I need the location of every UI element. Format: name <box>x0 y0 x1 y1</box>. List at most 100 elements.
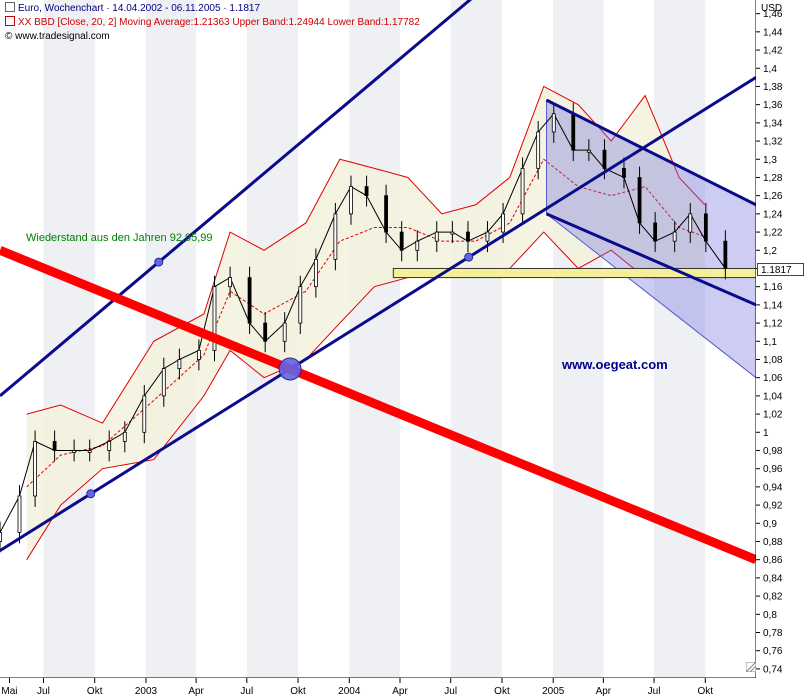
y-tick-label: 0,82 <box>763 592 783 603</box>
y-tick-label: 1,14 <box>763 300 783 311</box>
candle-body <box>247 277 252 324</box>
indicator-legend: XX BBD [Close, 20, 2] Moving Average:1.2… <box>5 16 420 28</box>
y-tick-label: 0,98 <box>763 446 783 457</box>
candle-body <box>653 222 658 242</box>
candle-body <box>282 322 287 342</box>
y-tick-label: 0,74 <box>763 664 783 675</box>
x-axis: Mai Jul Okt 2003 Apr Jul Okt 2004 Apr Jul Okt 2005 A… <box>1 678 713 697</box>
y-tick-label: 1,46 <box>763 9 783 20</box>
candle-body <box>384 195 388 233</box>
legend-box-icon <box>5 2 15 12</box>
x-tick-label: Apr <box>596 686 612 697</box>
candle-body <box>33 440 37 497</box>
candle-body <box>0 531 2 542</box>
candle-body <box>501 213 505 233</box>
y-tick-label: 1,3 <box>763 155 777 166</box>
x-tick-label: Okt <box>87 686 103 697</box>
y-tick-label: 1,38 <box>763 82 783 93</box>
candle-body <box>637 177 642 224</box>
candle-body <box>434 231 439 242</box>
x-tick-label: Jul <box>37 686 50 697</box>
candle-body <box>87 450 92 453</box>
y-tick-label: 1,22 <box>763 228 783 239</box>
x-tick-label: Jul <box>648 686 661 697</box>
candle-body <box>72 450 76 453</box>
resistance-line <box>0 246 756 564</box>
y-tick-label: 0,9 <box>763 519 777 530</box>
candle-body <box>399 231 404 251</box>
y-tick-label: 1,42 <box>763 46 783 57</box>
touch-point-marker <box>154 257 164 267</box>
bollinger-upper-band <box>26 85 706 424</box>
touch-point-marker <box>86 489 96 499</box>
down-channel-lower-line <box>545 212 756 307</box>
y-tick-label: 0,78 <box>763 628 783 639</box>
trend-lines <box>0 0 756 678</box>
y-tick-label: 1,04 <box>763 391 783 402</box>
candle-body <box>466 231 470 242</box>
down-channel-upper-line <box>545 98 756 207</box>
x-tick-label: 2003 <box>135 686 158 697</box>
candle-body <box>622 167 626 178</box>
candle-body <box>536 131 541 169</box>
touch-point-marker <box>464 252 474 262</box>
y-tick-label: 1,08 <box>763 355 783 366</box>
candle-body <box>551 113 556 133</box>
bollinger-fill <box>26 86 705 560</box>
current-price-badge: 1.1817 <box>757 263 804 276</box>
y-tick-label: 1,44 <box>763 27 783 38</box>
quarter-band <box>450 0 502 678</box>
y-tick-label: 0,96 <box>763 464 783 475</box>
x-tick-label: 2005 <box>542 686 565 697</box>
candle-body <box>142 395 147 433</box>
legend-box-icon <box>5 16 15 26</box>
y-tick-label: 1,12 <box>763 319 783 330</box>
source-credit: © www.tradesignal.com <box>5 31 110 42</box>
x-tick-label: Apr <box>188 686 204 697</box>
candle-body <box>723 240 728 269</box>
candle-body <box>485 231 490 242</box>
y-tick-label: 1 <box>763 428 769 439</box>
y-tick-label: 0,88 <box>763 537 783 548</box>
y-tick-label: 1,1 <box>763 337 777 348</box>
support-zone-box <box>392 267 756 279</box>
y-tick-label: 1,34 <box>763 118 783 129</box>
candle-body <box>161 368 166 397</box>
x-tick-label: Okt <box>698 686 714 697</box>
y-tick-label: 0,8 <box>763 610 777 621</box>
candle-body <box>263 322 268 342</box>
channel-upper-line <box>0 0 473 398</box>
quarter-band <box>654 0 706 678</box>
candle-body <box>52 440 57 451</box>
x-tick-label: Apr <box>392 686 408 697</box>
y-tick-label: 1,24 <box>763 209 783 220</box>
candle-body <box>450 231 455 235</box>
candle-body <box>196 349 201 360</box>
y-tick-label: 1,4 <box>763 64 777 75</box>
candle-body <box>364 186 369 197</box>
resize-grip-icon[interactable] <box>746 662 756 672</box>
y-tick-label: 0,86 <box>763 555 783 566</box>
candle-body <box>672 231 677 242</box>
y-tick-label: 1,26 <box>763 191 783 202</box>
candle-body <box>122 431 127 442</box>
candle-body <box>298 286 303 324</box>
intersection-marker <box>278 357 302 381</box>
x-tick-label: 2004 <box>338 686 361 697</box>
candle-body <box>571 113 576 151</box>
candle-body <box>212 286 217 351</box>
candle-body <box>107 440 112 451</box>
y-tick-label: 0,84 <box>763 573 783 584</box>
x-tick-label: Okt <box>290 686 306 697</box>
y-axis: 0,74 0,76 0,78 0,8 0,82 0,84 0,86 0,88 0,9 0,92 0,… <box>756 9 783 675</box>
x-tick-label: Mai <box>1 686 17 697</box>
axis-unit: USD <box>761 3 783 14</box>
y-tick-label: 1,02 <box>763 410 783 421</box>
candle-body <box>17 495 22 533</box>
candle-body <box>228 277 232 288</box>
price-candles <box>0 102 728 553</box>
y-tick-label: 1,36 <box>763 100 783 111</box>
x-tick-label: Jul <box>444 686 457 697</box>
bollinger-moving-average <box>26 158 705 488</box>
